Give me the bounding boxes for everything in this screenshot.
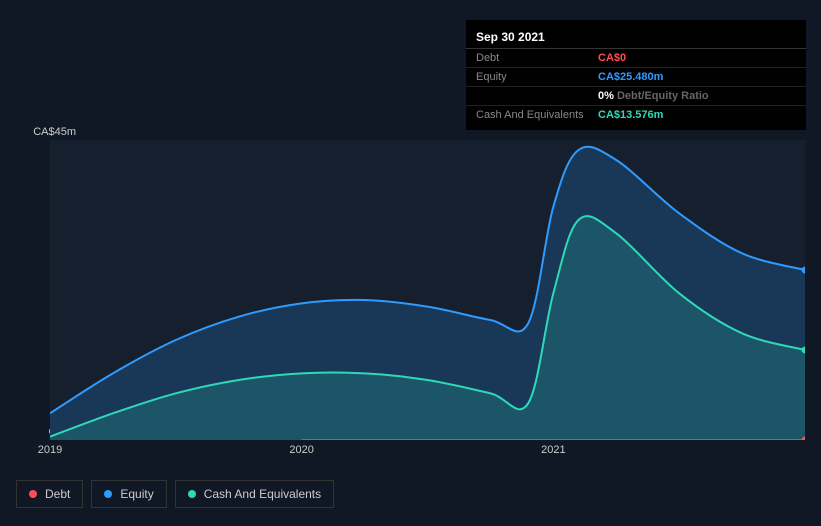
legend-label: Equity xyxy=(120,487,153,501)
tooltip-row: Cash And EquivalentsCA$13.576m xyxy=(466,106,806,124)
chart-area: CA$45mCA$0 xyxy=(16,140,805,440)
x-axis-label: 2019 xyxy=(38,444,62,456)
legend-item[interactable]: Cash And Equivalents xyxy=(175,480,334,508)
tooltip-rows: DebtCA$0EquityCA$25.480m0% Debt/Equity R… xyxy=(466,49,806,124)
tooltip-label: Equity xyxy=(476,71,598,83)
legend-label: Cash And Equivalents xyxy=(204,487,321,501)
legend-item[interactable]: Equity xyxy=(91,480,166,508)
legend-swatch xyxy=(188,490,196,498)
legend-label: Debt xyxy=(45,487,70,501)
tooltip-date: Sep 30 2021 xyxy=(466,26,806,49)
data-tooltip: Sep 30 2021 DebtCA$0EquityCA$25.480m0% D… xyxy=(466,20,806,130)
x-axis-label: 2021 xyxy=(541,444,565,456)
tooltip-value: CA$25.480m xyxy=(598,71,663,83)
x-axis: 201920202021 xyxy=(50,444,805,464)
legend-item[interactable]: Debt xyxy=(16,480,83,508)
tooltip-row: DebtCA$0 xyxy=(466,49,806,68)
area-chart-svg xyxy=(50,140,805,440)
legend: Debt Equity Cash And Equivalents xyxy=(16,480,334,508)
legend-swatch xyxy=(29,490,37,498)
legend-swatch xyxy=(104,490,112,498)
tooltip-label xyxy=(476,90,598,102)
tooltip-label: Cash And Equivalents xyxy=(476,109,598,121)
tooltip-label: Debt xyxy=(476,52,598,64)
tooltip-suffix: Debt/Equity Ratio xyxy=(614,90,709,102)
tooltip-value: 0% Debt/Equity Ratio xyxy=(598,90,709,102)
tooltip-value: CA$0 xyxy=(598,52,626,64)
y-axis-label: CA$45m xyxy=(33,126,76,138)
x-axis-label: 2020 xyxy=(289,444,313,456)
tooltip-row: 0% Debt/Equity Ratio xyxy=(466,87,806,106)
tooltip-row: EquityCA$25.480m xyxy=(466,68,806,87)
tooltip-value: CA$13.576m xyxy=(598,109,663,121)
